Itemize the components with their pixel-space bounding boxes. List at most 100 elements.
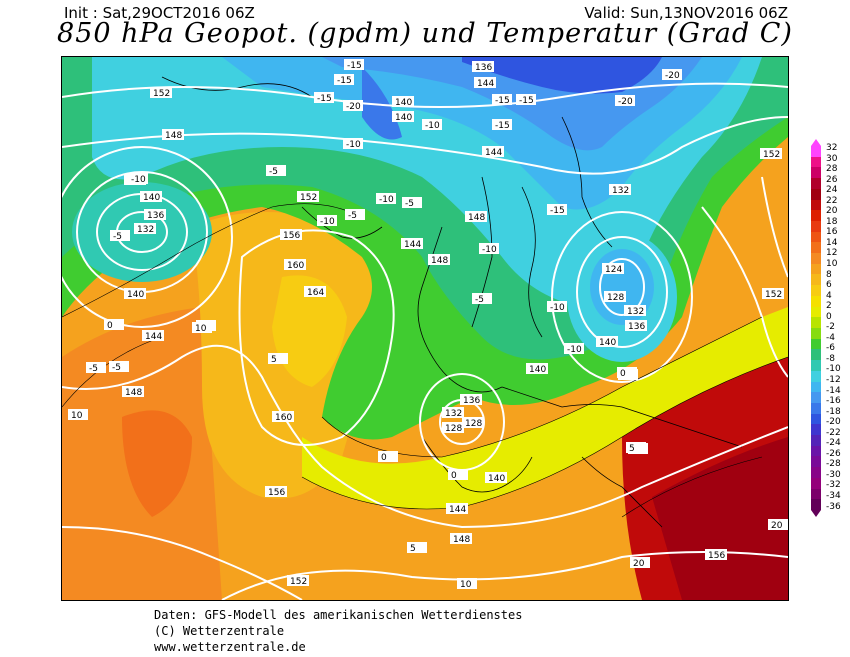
temp-label: 0 [104,319,124,331]
temp-label: -15 [492,119,512,131]
temperature-contours [62,203,788,518]
color-scale-segment [811,156,821,168]
temp-label: -15 [334,74,354,86]
color-scale-segment [811,178,821,190]
temp-label: -20 [615,95,635,107]
color-scale-label: 0 [826,311,832,322]
svg-text:140: 140 [395,98,412,108]
svg-text:-10: -10 [379,195,394,205]
svg-text:-10: -10 [320,217,335,227]
footer-data-source: Daten: GFS-Modell des amerikanischen Wet… [154,608,523,622]
svg-text:-15: -15 [337,76,352,86]
svg-text:152: 152 [765,290,782,300]
geopot-label: 148 [162,129,184,141]
temp-label: -10 [128,173,148,185]
temp-label: 5 [407,542,427,554]
temp-label: -10 [343,138,363,150]
color-scale-segment [811,274,821,286]
svg-text:132: 132 [445,409,462,419]
geopot-label: 156 [265,486,287,498]
temp-label: -15 [516,94,536,106]
svg-text:140: 140 [143,193,160,203]
svg-text:124: 124 [605,265,622,275]
color-scale-segment [811,488,821,500]
svg-text:-15: -15 [495,96,510,106]
color-scale-segment [811,188,821,201]
svg-text:160: 160 [275,413,292,423]
svg-text:20: 20 [771,521,783,531]
color-scale-label: -4 [826,332,835,343]
svg-text:160: 160 [287,261,304,271]
color-scale-segment [811,370,821,383]
geopot-label: 152 [762,288,784,300]
svg-text:-5: -5 [475,295,484,305]
geopot-label: 152 [760,148,782,160]
temp-label: -20 [343,100,363,112]
temp-label: -5 [109,361,129,373]
svg-text:164: 164 [307,288,324,298]
footer-website: www.wetterzentrale.de [154,640,306,654]
temp-label: -5 [345,209,365,221]
color-scale-label: 8 [826,269,832,280]
temperature-field-ridge-core [272,275,347,387]
geopot-label: 128 [442,422,464,434]
color-scale-label: -32 [826,480,841,491]
geopot-label: 136 [460,394,482,406]
color-scale-segment [811,349,821,361]
geopot-label: 136 [144,209,166,221]
svg-text:148: 148 [165,131,182,141]
color-scale-label: 10 [826,258,838,269]
color-scale-label: -26 [826,448,841,459]
color-scale-label: 14 [826,237,838,248]
geopot-label: 132 [442,407,464,419]
svg-text:-15: -15 [347,61,362,71]
footer-copyright: (C) Wetterzentrale [154,624,285,638]
geopot-label: 148 [122,386,144,398]
color-scale-segment [811,456,821,468]
geopot-label: 136 [625,320,647,332]
color-scale-label: -16 [826,396,841,407]
svg-text:-10: -10 [550,303,565,313]
temperature-field-hot-se [652,437,788,600]
svg-text:-20: -20 [346,102,361,112]
init-time: Init : Sat,29OCT2016 06Z [64,4,255,22]
svg-text:140: 140 [488,474,505,484]
temp-label: -20 [662,69,682,81]
temperature-labels: -15 -15 -15 -20 -15 -10 -15 -10 -5 -10 -… [68,59,788,590]
color-scale-label: -8 [826,353,835,364]
temp-label: 5 [626,442,646,454]
color-scale-segment [811,220,821,233]
svg-text:-15: -15 [550,206,565,216]
svg-text:148: 148 [453,535,470,545]
temp-label: 20 [768,519,788,531]
svg-text:148: 148 [431,256,448,266]
geopot-label: 144 [482,146,504,158]
svg-text:-15: -15 [519,96,534,106]
color-scale-segment [811,253,821,265]
svg-text:-15: -15 [495,121,510,131]
color-scale-label: -30 [826,469,841,480]
geopot-label: 152 [297,191,319,203]
color-scale-label: -34 [826,490,841,501]
temp-label: 0 [378,451,398,463]
color-scale-label: -28 [826,459,841,470]
svg-text:144: 144 [485,148,502,158]
temp-label: -15 [547,204,567,216]
temp-label: -10 [422,119,442,131]
svg-text:-10: -10 [567,345,582,355]
svg-text:136: 136 [628,322,645,332]
color-scale-segment [811,328,821,340]
temp-label: -10 [376,193,396,205]
temperature-field-cold-north [462,57,662,94]
geopot-label: 132 [609,184,631,196]
geopot-label: 156 [280,229,302,241]
svg-text:144: 144 [404,240,421,250]
color-scale-label: -24 [826,438,841,449]
color-scale-segment [811,295,821,308]
svg-text:20: 20 [633,559,645,569]
color-scale-label: 30 [826,153,838,164]
color-scale-segment [811,499,821,511]
geopot-label: 132 [134,223,156,235]
color-scale-segment [811,435,821,447]
color-scale-segment [811,402,821,415]
